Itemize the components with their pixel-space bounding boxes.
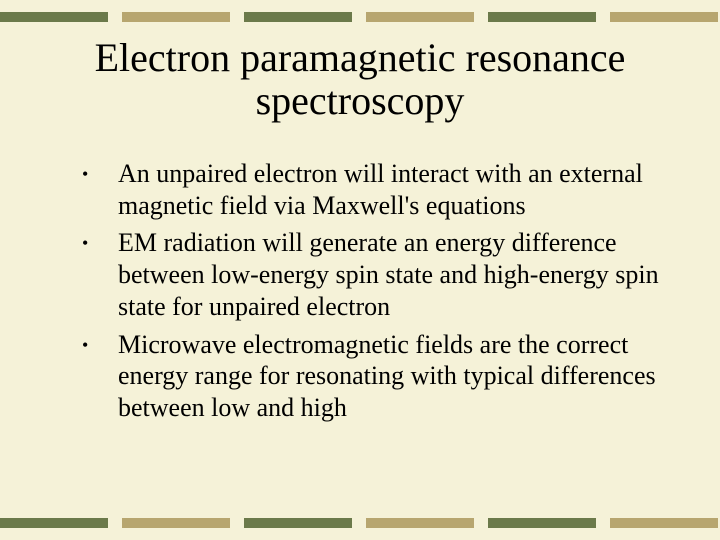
bullet-text: An unpaired electron will interact with … (118, 158, 660, 221)
bottom-decorative-bar-row (0, 518, 718, 528)
bullet-icon: • (78, 227, 118, 259)
bullet-list: • An unpaired electron will interact wit… (78, 158, 660, 424)
decor-bar (0, 12, 108, 22)
bullet-icon: • (78, 158, 118, 190)
list-item: • An unpaired electron will interact wit… (78, 158, 660, 221)
decor-bar (0, 518, 108, 528)
decor-bar (488, 12, 596, 22)
decor-bar (610, 518, 718, 528)
decor-bar (122, 12, 230, 22)
decor-bar (610, 12, 718, 22)
decor-bar (366, 518, 474, 528)
top-decorative-bar-row (0, 12, 718, 22)
decor-bar (244, 12, 352, 22)
decor-bar (122, 518, 230, 528)
slide-body: • An unpaired electron will interact wit… (78, 158, 660, 430)
decor-bar (366, 12, 474, 22)
bullet-text: Microwave electromagnetic fields are the… (118, 329, 660, 424)
bullet-text: EM radiation will generate an energy dif… (118, 227, 660, 322)
list-item: • Microwave electromagnetic fields are t… (78, 329, 660, 424)
bullet-icon: • (78, 329, 118, 361)
list-item: • EM radiation will generate an energy d… (78, 227, 660, 322)
decor-bar (244, 518, 352, 528)
decor-bar (488, 518, 596, 528)
slide-title: Electron paramagnetic resonance spectros… (0, 36, 720, 122)
